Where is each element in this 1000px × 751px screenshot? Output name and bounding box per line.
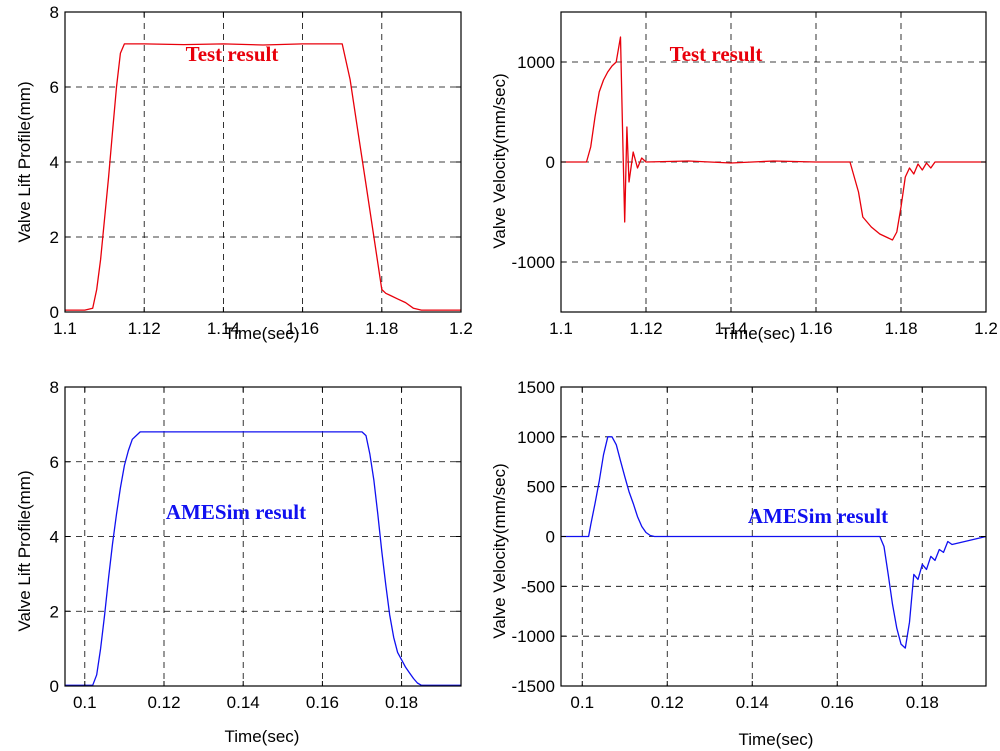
y-axis-label: Valve Lift Profile(mm)	[15, 470, 34, 631]
annotation-label: AMESim result	[748, 504, 888, 528]
x-tick-label: 1.2	[449, 319, 473, 338]
y-tick-label: 4	[50, 528, 59, 547]
annotation-label: Test result	[670, 42, 763, 66]
x-tick-label: 1.14	[714, 319, 747, 338]
chart-panel-test-velocity: 1.1 1.12 1.14 1.16 1.18 1.2 -1000 0 1000 Test re…	[490, 11, 998, 343]
series-line	[65, 431, 461, 686]
y-tick-label: 2	[50, 228, 59, 247]
y-tick-label: 0	[546, 153, 555, 172]
x-tick-label: 0.1	[570, 693, 594, 712]
y-tick-label: -1500	[512, 677, 555, 696]
y-tick-label: 0	[50, 303, 59, 322]
y-axis-label: Valve Velocity(mm/sec)	[490, 463, 509, 638]
x-axis-label: Time(sec)	[721, 324, 796, 343]
y-tick-label: 4	[50, 153, 59, 172]
y-axis-label: Valve Velocity(mm/sec)	[490, 73, 509, 248]
y-tick-label: 0	[50, 677, 59, 696]
y-tick-label: 6	[50, 453, 59, 472]
series-line	[65, 43, 461, 311]
x-tick-label: 1.12	[629, 319, 662, 338]
y-tick-label: 2	[50, 602, 59, 621]
y-tick-label: 500	[527, 478, 555, 497]
x-tick-label: 0.1	[73, 693, 97, 712]
series-line	[561, 36, 986, 241]
chart-panel-amesim-velocity: 0.1 0.12 0.14 0.16 0.18 -1500 -1000 -500 0 500 100…	[490, 378, 987, 749]
y-tick-label: -500	[521, 577, 555, 596]
x-axis-label: Time(sec)	[739, 730, 814, 749]
x-tick-label: 1.12	[128, 319, 161, 338]
x-tick-label: 1.1	[549, 319, 573, 338]
y-tick-label: 8	[50, 3, 59, 22]
y-tick-label: 6	[50, 78, 59, 97]
series-line	[561, 436, 987, 649]
annotation-label: AMESim result	[166, 500, 306, 524]
x-tick-label: 0.16	[306, 693, 339, 712]
x-tick-label: 1.18	[884, 319, 917, 338]
x-tick-label: 0.18	[906, 693, 939, 712]
y-tick-label: 1000	[517, 53, 555, 72]
x-axis-label: Time(sec)	[225, 324, 300, 343]
x-tick-label: 0.18	[385, 693, 418, 712]
x-tick-label: 0.14	[736, 693, 769, 712]
x-tick-label: 1.14	[207, 319, 240, 338]
y-axis-label: Valve Lift Profile(mm)	[15, 81, 34, 242]
x-tick-label: 0.16	[821, 693, 854, 712]
x-axis-label: Time(sec)	[225, 727, 300, 746]
y-tick-label: -1000	[512, 627, 555, 646]
x-tick-label: 1.16	[286, 319, 319, 338]
x-tick-label: 1.18	[365, 319, 398, 338]
annotation-label: Test result	[186, 42, 279, 66]
y-tick-label: 8	[50, 378, 59, 397]
x-tick-label: 1.2	[974, 319, 998, 338]
y-tick-label: 1000	[517, 428, 555, 447]
x-tick-label: 1.1	[53, 319, 77, 338]
y-tick-label: 0	[546, 528, 555, 547]
y-tick-label: -1000	[512, 253, 555, 272]
x-tick-label: 0.14	[227, 693, 260, 712]
x-tick-label: 0.12	[651, 693, 684, 712]
y-tick-label: 1500	[517, 378, 555, 397]
chart-panel-amesim-lift: 0.1 0.12 0.14 0.16 0.18 0 2 4 6 8 AMESim result T…	[15, 378, 462, 746]
x-tick-label: 1.16	[799, 319, 832, 338]
x-tick-label: 0.12	[147, 693, 180, 712]
